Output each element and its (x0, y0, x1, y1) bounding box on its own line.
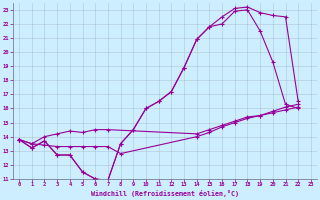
X-axis label: Windchill (Refroidissement éolien,°C): Windchill (Refroidissement éolien,°C) (91, 190, 239, 197)
